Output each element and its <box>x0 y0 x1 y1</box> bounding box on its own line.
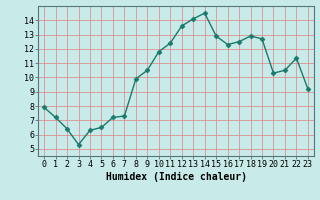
X-axis label: Humidex (Indice chaleur): Humidex (Indice chaleur) <box>106 172 246 182</box>
